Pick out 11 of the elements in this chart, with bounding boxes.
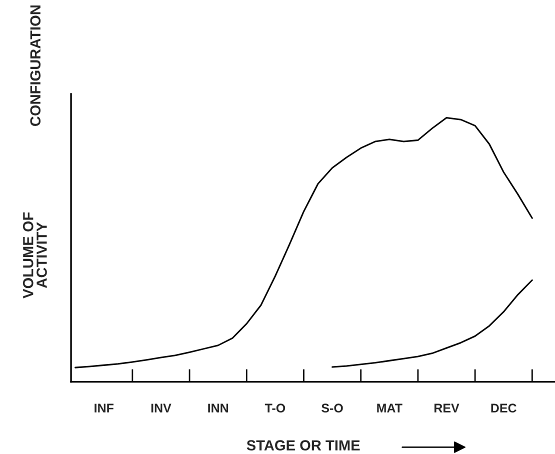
x-tick-label: S-O bbox=[322, 404, 343, 413]
text: CONFIGURATION bbox=[30, 6, 41, 126]
x-tick-label: REV bbox=[434, 404, 460, 412]
x-tick-label: INV bbox=[151, 404, 172, 412]
y-axis-title: VOLUME OF ACTIVITY bbox=[22, 212, 47, 298]
x-axis-title: STAGE OR TIME bbox=[246, 440, 360, 450]
x-tick-label: T-O bbox=[264, 404, 286, 413]
x-tick-label: DEC bbox=[491, 404, 516, 413]
x-tick-label: INF bbox=[94, 404, 114, 412]
x-tick-label: MAT bbox=[377, 404, 402, 412]
x-tick-label: INN bbox=[208, 404, 228, 412]
